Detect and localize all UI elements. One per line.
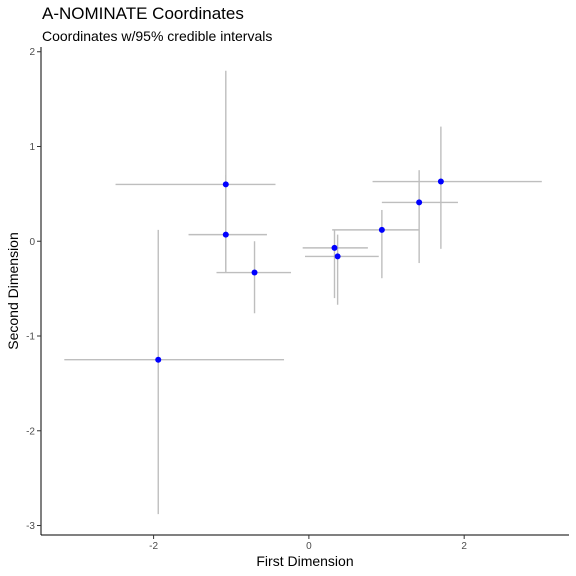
- data-points: [155, 179, 444, 363]
- x-tick-label: 0: [306, 541, 312, 552]
- y-axis-ticks: -3 -2 -1 0 1 2: [26, 47, 41, 532]
- x-tick-label: -2: [149, 541, 158, 552]
- y-tick-label: -2: [26, 426, 35, 437]
- x-axis-ticks: -2 0 2: [149, 535, 467, 552]
- data-point-8: [416, 199, 422, 205]
- x-axis-title: First Dimension: [256, 553, 353, 569]
- data-point-2: [223, 232, 229, 238]
- x-tick-label: 2: [461, 541, 467, 552]
- data-point-1: [223, 181, 229, 187]
- y-tick-label: 1: [29, 142, 35, 153]
- data-point-3: [252, 270, 258, 276]
- data-point-7: [379, 227, 385, 233]
- data-point-4: [155, 357, 161, 363]
- y-tick-label: -3: [26, 521, 35, 532]
- y-tick-label: -1: [26, 332, 35, 343]
- y-tick-label: 2: [29, 47, 35, 58]
- data-point-5: [332, 245, 338, 251]
- data-point-9: [438, 179, 444, 185]
- credible-intervals: [64, 71, 542, 514]
- data-point-6: [335, 253, 341, 259]
- y-axis-title: Second Dimension: [5, 232, 21, 350]
- y-tick-label: 0: [29, 237, 35, 248]
